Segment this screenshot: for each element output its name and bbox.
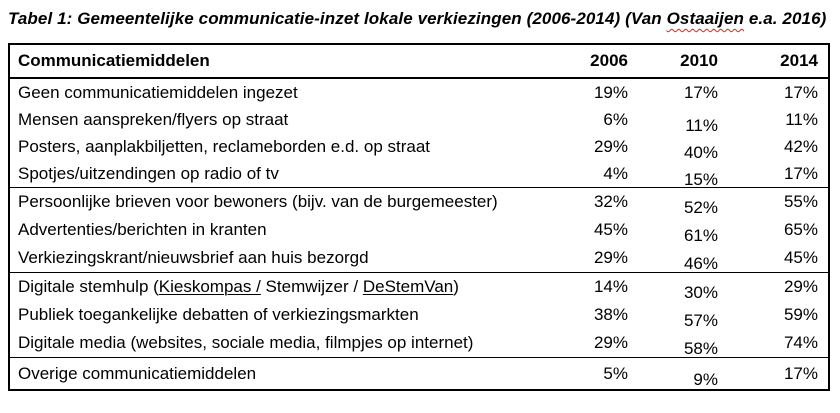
table-row: Verkiezingskrant/nieuwsbrief aan huis be…: [10, 244, 828, 273]
column-header-2006: 2006: [590, 51, 628, 70]
value-2010: 58%: [683, 339, 718, 358]
value-2014: 65%: [783, 220, 818, 239]
value-2006: 29%: [593, 333, 628, 352]
row-label: Digitale stemhulp (Kieskompas / Stemwijz…: [10, 277, 538, 297]
table-row: Mensen aanspreken/flyers op straat 6% 11…: [10, 106, 828, 135]
value-2010: 52%: [683, 198, 718, 217]
table-group-print-media: Persoonlijke brieven voor bewoners (bijv…: [10, 187, 828, 273]
table-caption: Tabel 1: Gemeentelijke communicatie-inze…: [8, 9, 836, 29]
value-2006: 6%: [603, 109, 628, 129]
table-row: Publiek toegankelijke debatten of verkie…: [10, 301, 828, 330]
value-2010: 61%: [683, 226, 718, 245]
value-2006: 5%: [603, 363, 628, 383]
destemvan-flagged-text: DeStemVan: [362, 277, 454, 296]
table-row: Digitale stemhulp (Kieskompas / Stemwijz…: [10, 273, 828, 302]
table-group-street-level: Geen communicatiemiddelen ingezet 19% 17…: [10, 79, 828, 189]
value-2014: 29%: [783, 277, 818, 296]
row-label: Advertenties/berichten in kranten: [18, 220, 267, 239]
row-label: Publiek toegankelijke debatten of verkie…: [18, 305, 419, 324]
table-caption-suffix: e.a. 2016): [744, 9, 827, 28]
value-2014: 45%: [783, 248, 818, 267]
value-2014: 17%: [783, 363, 818, 383]
value-2014: 11%: [785, 109, 818, 129]
value-2006: 38%: [593, 305, 628, 324]
row-label: Spotjes/uitzendingen op radio of tv: [18, 163, 279, 183]
value-2010: 57%: [683, 311, 718, 330]
value-2006: 29%: [593, 248, 628, 267]
kieskompas-hyperlink[interactable]: Kieskompas /: [158, 277, 261, 296]
table-row: Advertenties/berichten in kranten 45% 61…: [10, 216, 828, 245]
row-label: Digitale media (websites, sociale media,…: [18, 333, 474, 352]
value-2014: 74%: [783, 333, 818, 352]
row-label: Verkiezingskrant/nieuwsbrief aan huis be…: [18, 248, 369, 267]
value-2006: 4%: [603, 163, 628, 183]
table-caption-prefix: Tabel 1: Gemeentelijke communicatie-inze…: [8, 9, 667, 28]
value-2006: 29%: [593, 136, 628, 156]
value-2006: 32%: [593, 192, 628, 211]
table-group-other: Overige communicatiemiddelen 5% 9% 17%: [10, 357, 828, 389]
table-group-digital: Digitale stemhulp (Kieskompas / Stemwijz…: [10, 272, 828, 358]
value-2010: 30%: [683, 283, 718, 302]
column-header-2014: 2014: [780, 51, 818, 70]
table-row: Posters, aanplakbiljetten, reclameborden…: [10, 133, 828, 162]
value-2010: 11%: [685, 115, 718, 135]
value-2006: 14%: [593, 277, 628, 296]
data-table: Communicatiemiddelen 2006 2010 2014 Geen…: [8, 43, 830, 391]
table-row: Digitale media (websites, sociale media,…: [10, 329, 828, 358]
value-2014: 17%: [783, 163, 818, 183]
value-2006: 45%: [593, 220, 628, 239]
row-label: Mensen aanspreken/flyers op straat: [18, 109, 289, 129]
label-prefix: Digitale stemhulp (: [18, 277, 159, 296]
value-2006: 19%: [593, 82, 628, 102]
table-row: Persoonlijke brieven voor bewoners (bijv…: [10, 188, 828, 217]
table-row: Geen communicatiemiddelen ingezet 19% 17…: [10, 79, 828, 106]
label-middle: Stemwijzer /: [260, 277, 363, 296]
value-2010: 15%: [683, 169, 718, 189]
value-2010: 17%: [683, 82, 718, 102]
table-header-row: Communicatiemiddelen 2006 2010 2014: [10, 45, 828, 79]
value-2014: 17%: [783, 82, 818, 102]
column-header-2010: 2010: [680, 51, 718, 70]
value-2010: 9%: [693, 369, 718, 389]
value-2010: 40%: [683, 142, 718, 162]
value-2014: 55%: [783, 192, 818, 211]
table-row: Spotjes/uitzendingen op radio of tv 4% 1…: [10, 160, 828, 189]
value-2014: 42%: [783, 136, 818, 156]
row-label: Posters, aanplakbiljetten, reclameborden…: [18, 136, 431, 156]
table-row: Overige communicatiemiddelen 5% 9% 17%: [10, 358, 828, 389]
spellcheck-flagged-word: Ostaaijen: [666, 9, 744, 28]
label-suffix: ): [453, 277, 459, 296]
row-label: Overige communicatiemiddelen: [18, 363, 257, 383]
row-label: Persoonlijke brieven voor bewoners (bijv…: [18, 192, 498, 211]
value-2010: 46%: [683, 254, 718, 273]
row-label: Geen communicatiemiddelen ingezet: [18, 82, 298, 102]
value-2014: 59%: [783, 305, 818, 324]
column-header-communicatiemiddelen: Communicatiemiddelen: [18, 51, 210, 70]
